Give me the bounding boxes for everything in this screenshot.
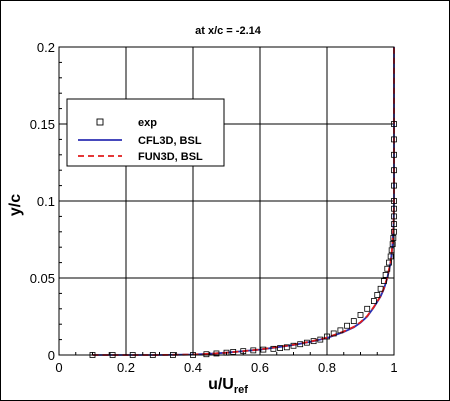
legend-label-cfl3d: CFL3D, BSL (138, 135, 202, 147)
exp-data-point (370, 298, 377, 305)
x-tick-label: 1 (390, 360, 397, 375)
y-tick-label: 0.05 (30, 271, 55, 286)
exp-data-point (390, 235, 397, 241)
legend-label-exp: exp (138, 117, 157, 129)
y-axis-label: y/c (7, 194, 24, 216)
x-tick-label: 0.6 (251, 360, 269, 375)
exp-data-point (310, 338, 317, 345)
x-tick-label: 0.8 (318, 360, 336, 375)
exp-data-point (357, 312, 364, 318)
exp-data-point (324, 333, 330, 340)
x-tick-labels: 0 0.2 0.4 0.6 0.8 1 (55, 360, 397, 375)
exp-data-point (270, 345, 277, 352)
exp-data-point (303, 339, 310, 346)
x-tick-label: 0.2 (117, 360, 135, 375)
legend-box (66, 98, 225, 167)
exp-data-point (381, 278, 387, 284)
exp-data-point (317, 336, 324, 343)
exp-data-point (384, 265, 391, 272)
x-tick-label: 0.4 (184, 360, 202, 375)
y-tick-label: 0.15 (30, 117, 55, 132)
exp-data-point (250, 347, 257, 354)
exp-data-point (382, 272, 389, 278)
exp-data-point (377, 285, 384, 292)
x-axis-label-main: u/U (208, 376, 234, 393)
y-tick-label: 0 (48, 348, 55, 363)
x-axis-label-subscript: ref (234, 384, 248, 396)
exp-data-point (230, 349, 237, 355)
x-tick-label: 0 (55, 360, 62, 375)
exp-data-point (387, 253, 394, 260)
exp-data-point (213, 350, 220, 357)
exp-data-point (290, 342, 297, 349)
exp-data-point (297, 341, 304, 348)
exp-data-point (283, 344, 290, 351)
series-layer (89, 47, 397, 358)
exp-data-point (389, 241, 396, 248)
grid (59, 47, 394, 355)
y-tick-label: 0.1 (37, 194, 55, 209)
exp-data-point (364, 305, 371, 312)
exp-data-point (374, 292, 381, 298)
exp-data-point (330, 330, 337, 337)
exp-data-point (350, 318, 357, 325)
y-tick-labels: 0 0.05 0.1 0.15 0.2 (30, 40, 55, 363)
exp-data-point (260, 346, 267, 353)
chart-title: at x/c = -2.14 (195, 25, 262, 37)
legend-exp-marker (96, 118, 104, 126)
exp-data-point (337, 327, 344, 334)
tick-marks (58, 46, 395, 356)
exp-data-point (386, 259, 392, 266)
exp-data-point (277, 345, 284, 351)
exp-data-point (203, 351, 210, 358)
legend: exp CFL3D, BSL FUN3D, BSL (66, 98, 225, 167)
y-tick-label: 0.2 (37, 40, 55, 55)
exp-data-point (344, 322, 351, 329)
legend-label-fun3d: FUN3D, BSL (138, 151, 203, 163)
x-axis-label: u/Uref (208, 376, 248, 396)
